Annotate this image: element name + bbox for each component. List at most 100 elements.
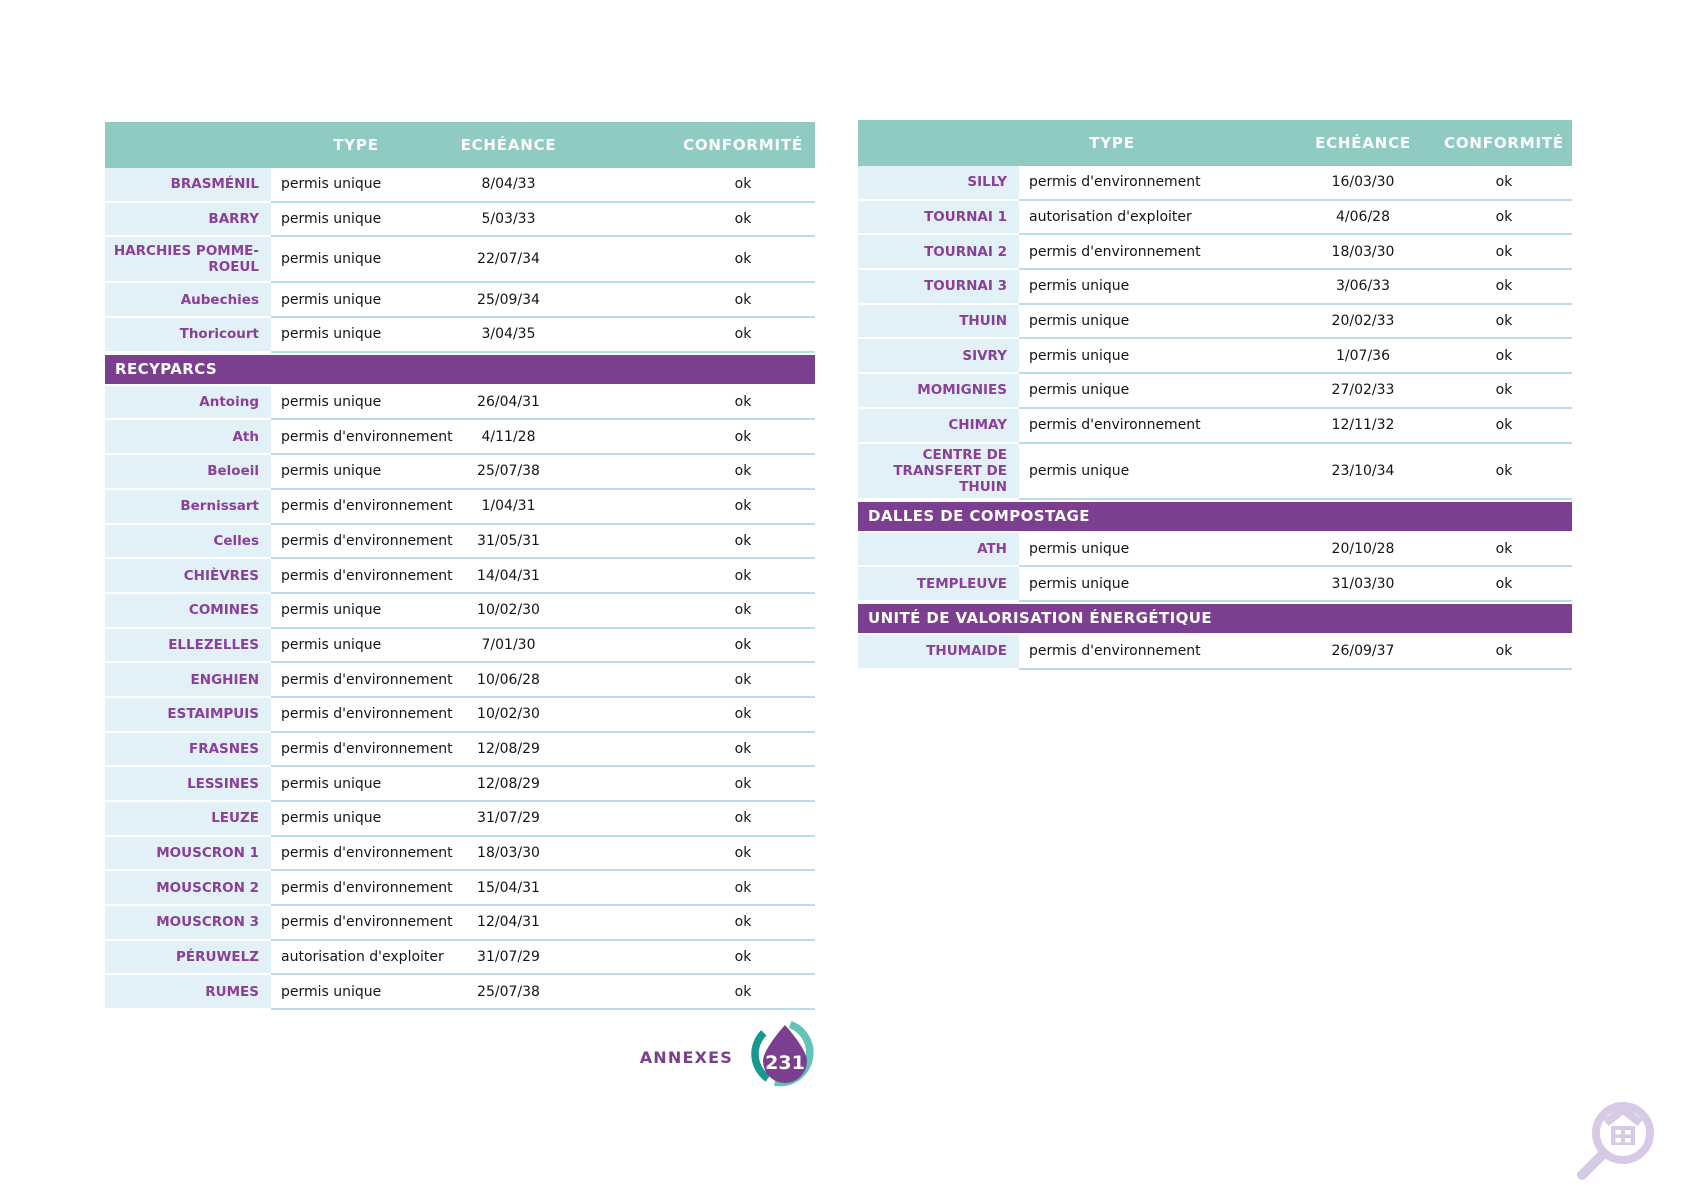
conformity-cell: ok: [671, 490, 815, 525]
spacer-cell: [576, 871, 671, 907]
conformity-cell: ok: [1436, 409, 1572, 444]
table-row: TOURNAI 1 autorisation d'exploiter 4/06/28…: [858, 200, 1572, 236]
table-row: RUMES permis unique 25/07/38 ok: [105, 975, 815, 1011]
permit-type-cell: autorisation d'exploiter: [271, 941, 444, 976]
deadline-cell: 3/06/33: [1290, 270, 1436, 305]
row-label: MOUSCRON 3: [105, 906, 271, 941]
permit-type-cell: permis d'environnement: [1019, 235, 1290, 271]
deadline-cell: 25/09/34: [441, 283, 576, 319]
deadline-cell: 12/11/32: [1290, 409, 1436, 444]
conformity-cell: ok: [671, 420, 815, 456]
row-label: CENTRE DE TRANSFERT DE THUIN: [858, 443, 1019, 500]
conformity-cell: ok: [1436, 166, 1572, 201]
deadline-cell: 23/10/34: [1290, 444, 1436, 500]
conformity-cell: ok: [1436, 270, 1572, 305]
permit-type-cell: permis d'environnement: [271, 733, 453, 768]
row-label: COMINES: [105, 593, 271, 629]
conformity-cell: ok: [671, 698, 815, 733]
table-row: Beloeil permis unique 25/07/38 ok: [105, 455, 815, 490]
spacer-cell: [576, 386, 671, 421]
conformity-cell: ok: [671, 594, 815, 629]
table-row: PÉRUWELZ autorisation d'exploiter 31/07/29…: [105, 940, 815, 976]
table-row: SILLY permis d'environnement 16/03/30 ok: [858, 166, 1572, 201]
recycle-arrows-icon: 231: [751, 1020, 814, 1087]
deadline-cell: 16/03/30: [1290, 166, 1436, 201]
spacer-cell: [576, 283, 671, 319]
table-row: COMINES permis unique 10/02/30 ok: [105, 593, 815, 629]
permit-type-cell: autorisation d'exploiter: [1019, 201, 1290, 236]
deadline-cell: 1/04/31: [441, 490, 576, 525]
conformity-cell: ok: [671, 733, 815, 768]
column-header-name: [858, 120, 1019, 166]
permit-type-cell: permis unique: [271, 283, 441, 319]
magnifier-house-glyph: [1577, 1102, 1654, 1180]
column-header-conformite: CONFORMITÉ: [1444, 134, 1564, 152]
column-header-echeance: ECHÉANCE: [1315, 134, 1411, 152]
row-label: Thoricourt: [105, 318, 271, 353]
spacer-cell: [576, 203, 671, 238]
permit-type-cell: permis d'environnement: [271, 559, 453, 594]
row-label: Ath: [105, 420, 271, 456]
permit-type-cell: permis unique: [1019, 567, 1290, 602]
row-label: FRASNES: [105, 732, 271, 768]
table-row: TOURNAI 2 permis d'environnement 18/03/30 o…: [858, 235, 1572, 271]
table-row: Ath permis d'environnement 4/11/28 ok: [105, 420, 815, 456]
permit-type-cell: permis d'environnement: [271, 906, 453, 941]
deadline-cell: 5/03/33: [441, 203, 576, 238]
deadline-cell: 25/07/38: [441, 455, 576, 490]
row-label: BRASMÉNIL: [105, 168, 271, 203]
conformity-cell: ok: [1436, 201, 1572, 236]
drop-shape: [763, 1025, 807, 1083]
conformity-cell: ok: [671, 318, 815, 353]
conformity-cell: ok: [1436, 635, 1572, 670]
permit-type-cell: permis d'environnement: [1019, 409, 1290, 444]
row-label: THUIN: [858, 304, 1019, 340]
table-row: ELLEZELLES permis unique 7/01/30 ok: [105, 628, 815, 664]
deadline-cell: 12/08/29: [441, 733, 576, 768]
permit-type-cell: permis unique: [271, 237, 441, 284]
conformity-cell: ok: [671, 767, 815, 802]
permit-type-cell: permis unique: [271, 975, 441, 1011]
table-row: CENTRE DE TRANSFERT DE THUIN permis uniqu…: [858, 443, 1572, 500]
permit-type-cell: permis unique: [1019, 533, 1290, 568]
table-row: BRASMÉNIL permis unique 8/04/33 ok: [105, 168, 815, 203]
permits-table-left: TYPE ECHÉANCE CONFORMITÉ BRASMÉNIL permis…: [105, 122, 815, 1011]
deadline-cell: 10/02/30: [441, 594, 576, 629]
row-label: Bernissart: [105, 489, 271, 525]
spacer-cell: [576, 975, 671, 1011]
row-label: MOMIGNIES: [858, 374, 1019, 409]
deadline-cell: 4/06/28: [1290, 201, 1436, 236]
column-header-type: TYPE: [1089, 134, 1135, 152]
table-row: ENGHIEN permis d'environnement 10/06/28 ok: [105, 663, 815, 698]
row-label: TOURNAI 2: [858, 235, 1019, 271]
permit-type-cell: permis d'environnement: [271, 837, 453, 872]
permit-type-cell: permis unique: [1019, 339, 1290, 375]
deadline-cell: 27/02/33: [1290, 374, 1436, 409]
deadline-cell: 22/07/34: [441, 237, 576, 284]
permit-type-cell: permis unique: [271, 203, 441, 238]
footer-label: ANNEXES: [639, 1048, 733, 1067]
table-body: BRASMÉNIL permis unique 8/04/33 ok BARRY perm…: [105, 168, 815, 1011]
table-row: Bernissart permis d'environnement 1/04/31 o…: [105, 489, 815, 525]
row-label: LESSINES: [105, 767, 271, 802]
row-label: TOURNAI 3: [858, 270, 1019, 305]
row-label: THUMAIDE: [858, 634, 1019, 670]
deadline-cell: 4/11/28: [441, 420, 576, 456]
deadline-cell: 10/06/28: [441, 663, 576, 698]
conformity-cell: ok: [671, 386, 815, 421]
conformity-cell: ok: [1436, 235, 1572, 271]
permit-type-cell: permis unique: [1019, 444, 1290, 500]
row-label: CHIÈVRES: [105, 559, 271, 594]
table-row: HARCHIES POMME-ROEUL permis unique 22/07/3…: [105, 237, 815, 284]
table-row: ESTAIMPUIS permis d'environnement 10/02/30…: [105, 697, 815, 733]
house-search-icon: [1570, 1092, 1670, 1191]
deadline-cell: 31/05/31: [441, 525, 576, 560]
page-number-badge: 231: [749, 1017, 821, 1089]
spacer-cell: [576, 629, 671, 664]
permit-type-cell: permis d'environnement: [271, 525, 453, 560]
section-header: RECYPARCS: [105, 354, 815, 384]
spacer-cell: [576, 455, 671, 490]
column-header-type: TYPE: [333, 136, 379, 154]
table-row: MOUSCRON 3 permis d'environnement 12/04/31…: [105, 906, 815, 941]
